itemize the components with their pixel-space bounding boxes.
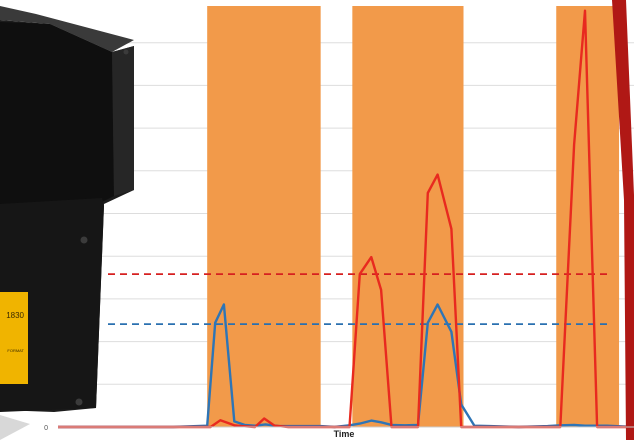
device-label (0, 292, 28, 384)
red-series-line (58, 9, 634, 429)
device-photo: 1830 FORMAT (0, 6, 134, 440)
event-band (352, 6, 464, 427)
device-side (112, 46, 134, 196)
device-label-text: FORMAT (7, 348, 24, 353)
grid-lines (58, 42, 634, 385)
device-screw (80, 236, 88, 244)
event-bands (207, 6, 620, 427)
device-top (0, 6, 134, 52)
device-reflection (0, 415, 30, 440)
device-screw (75, 398, 83, 406)
frame-edge (612, 0, 634, 440)
device-body (0, 22, 114, 204)
x-axis: 0 Time (44, 425, 634, 439)
y-tick-label: 0 (44, 425, 48, 432)
blue-series-line (58, 303, 634, 429)
series-lines (58, 9, 634, 429)
event-band (207, 6, 321, 427)
x-axis-title: Time (334, 429, 355, 439)
device-screw (123, 49, 129, 55)
device-label-digits: 1830 (6, 311, 24, 320)
